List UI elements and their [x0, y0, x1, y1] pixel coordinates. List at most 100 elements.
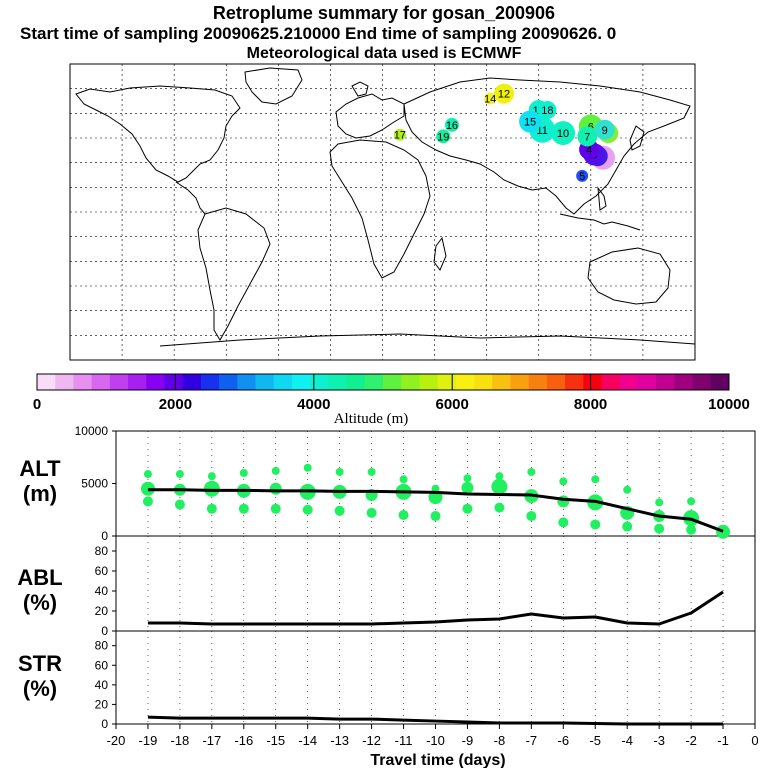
colorbar-swatch — [692, 374, 712, 390]
alt-cluster-point — [622, 521, 633, 532]
colorbar-swatch — [510, 374, 530, 390]
map-cluster-label: 7 — [584, 131, 590, 143]
alt-cluster-point — [270, 503, 281, 514]
map-cluster-label: 4 — [586, 145, 592, 157]
colorbar-swatch — [583, 374, 603, 390]
alt-cluster-point — [335, 467, 344, 476]
alt-cluster-point — [461, 481, 474, 494]
map-cluster-label: 19 — [437, 131, 449, 143]
alt-cluster-point — [142, 496, 153, 507]
x-tick-label: -12 — [362, 733, 381, 748]
y-tick-label: 0 — [101, 624, 108, 638]
map-cluster-label: 15 — [524, 117, 536, 129]
x-tick-label: -2 — [685, 733, 697, 748]
map-cluster-marker — [393, 128, 406, 141]
x-tick-label: -15 — [266, 733, 285, 748]
y-tick-label: 80 — [95, 544, 109, 558]
map-cluster-label: 17 — [394, 130, 406, 142]
colorbar-swatch — [128, 374, 147, 390]
x-tick-label: -13 — [330, 733, 349, 748]
alt-cluster-point — [271, 466, 280, 475]
map-cluster-marker — [576, 169, 589, 182]
alt-cluster-point — [203, 480, 220, 497]
alt-cluster-point — [655, 498, 664, 507]
altitude-colorbar: 0 2000 4000 6000 8000 10000 Altitude (m) — [33, 373, 750, 427]
colorbar-swatch — [255, 374, 275, 390]
sampling-time-line: Start time of sampling 20090625.210000 E… — [20, 24, 617, 43]
colorbar-swatch — [237, 374, 257, 390]
colorbar-tick: 8000 — [574, 396, 607, 413]
colorbar-swatch — [200, 374, 220, 390]
colorbar-swatch — [601, 374, 621, 390]
y-tick-label: 20 — [95, 697, 109, 711]
x-tick-label: -14 — [298, 733, 317, 748]
x-tick-label: -10 — [426, 733, 445, 748]
colorbar-swatch — [91, 374, 111, 390]
trajectory-cluster-labels: 12345678910111213141516171819 — [393, 83, 619, 183]
map-cluster-marker — [594, 119, 615, 140]
alt-cluster-point — [174, 499, 185, 510]
x-tick-label: -16 — [234, 733, 253, 748]
x-tick-label: -18 — [171, 733, 190, 748]
map-cluster-label: 18 — [541, 105, 553, 117]
alt-cluster-point — [557, 495, 570, 508]
map-cluster-marker — [484, 92, 497, 105]
abl-series-line — [147, 590, 724, 626]
colorbar-swatch — [492, 374, 511, 390]
map-cluster-label: 14 — [484, 94, 496, 106]
alt-cluster-point — [687, 497, 696, 506]
alt-cluster-point — [526, 511, 537, 522]
colorbar-label: Altitude (m) — [334, 411, 409, 427]
alt-cluster-point — [654, 523, 665, 534]
alt-cluster-point — [239, 469, 248, 477]
alt-cluster-point — [334, 505, 345, 516]
colorbar-swatch — [619, 374, 639, 390]
alt-cluster-point — [302, 504, 313, 515]
colorbar-swatch — [182, 374, 202, 390]
y-tick-label: 0 — [101, 717, 108, 731]
x-tick-label: -7 — [526, 733, 538, 748]
colorbar-swatch — [455, 374, 475, 390]
chart-title: Retroplume summary for gosan_200906 — [212, 3, 556, 23]
colorbar-swatch — [273, 374, 293, 390]
map-cluster-marker — [436, 129, 451, 144]
colorbar-swatch — [364, 374, 384, 390]
y-tick-label: 60 — [95, 658, 109, 672]
map-cluster-label: 9 — [602, 125, 608, 137]
alt-cluster-point — [494, 502, 505, 513]
world-coastlines — [75, 67, 696, 347]
met-data-line: Meteorological data used is ECMWF — [246, 45, 522, 62]
colorbar-swatch — [55, 374, 74, 390]
colorbar-swatch — [383, 374, 402, 390]
colorbar-swatch — [419, 374, 439, 390]
alt-cluster-point — [462, 503, 473, 514]
alt-series-line — [147, 488, 724, 533]
alt-cluster-point — [491, 478, 508, 495]
y-tick-label: 10000 — [75, 424, 109, 438]
y-tick-label: 40 — [95, 678, 109, 692]
alt-cluster-point — [367, 467, 376, 476]
x-tick-label: -19 — [139, 733, 158, 748]
colorbar-swatch — [37, 374, 56, 390]
x-tick-label: 0 — [751, 733, 758, 748]
colorbar-tick-labels: 0 2000 4000 6000 8000 10000 — [33, 396, 750, 413]
alt-cluster-point — [463, 474, 472, 483]
colorbar-swatch — [346, 374, 366, 390]
x-tick-label: -9 — [462, 733, 474, 748]
alt-cluster-point — [686, 524, 697, 535]
colorbar-swatch — [164, 374, 184, 390]
colorbar-tick: 0 — [33, 396, 41, 413]
map-cluster-marker — [538, 101, 557, 120]
colorbar-swatch — [310, 374, 329, 390]
alt-cluster-point — [303, 463, 312, 472]
alt-cluster-point — [590, 519, 601, 530]
map-gridlines — [70, 64, 695, 360]
x-axis-title: Travel time (days) — [370, 752, 505, 768]
colorbar-swatch — [710, 374, 730, 390]
alt-cluster-point — [527, 467, 536, 476]
map-cluster-label: 5 — [579, 171, 585, 183]
alt-cluster-point — [207, 472, 216, 481]
